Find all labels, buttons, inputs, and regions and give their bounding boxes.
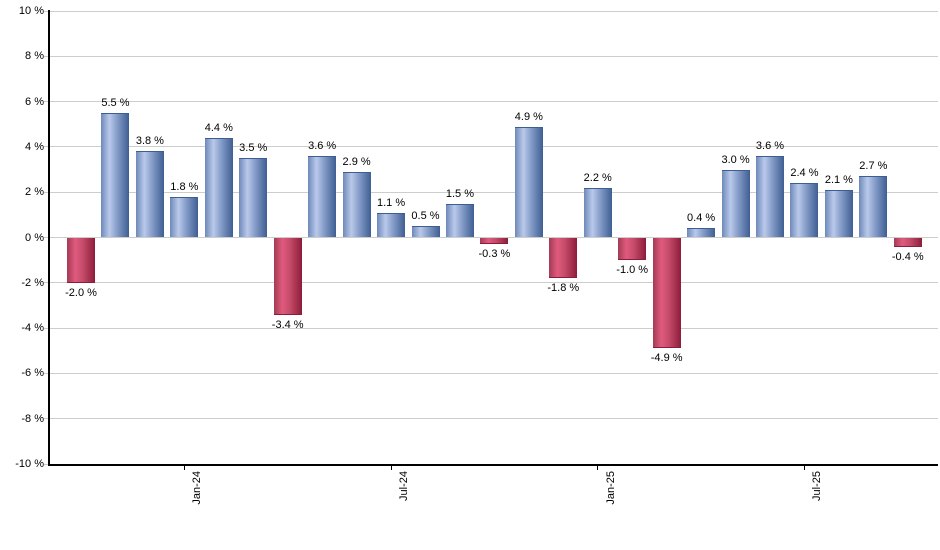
bar-positive bbox=[687, 228, 716, 238]
x-axis-label: Jul-25 bbox=[811, 471, 824, 501]
gridline bbox=[48, 282, 938, 284]
bar-positive bbox=[135, 151, 164, 238]
bar-positive bbox=[445, 203, 474, 238]
bar-value-label: 3.8 % bbox=[135, 135, 164, 148]
bar-value-label: 0.5 % bbox=[411, 210, 440, 223]
bar-value-label: 3.0 % bbox=[721, 153, 750, 166]
y-axis-tick bbox=[44, 237, 48, 238]
y-axis-label: 6 % bbox=[25, 95, 44, 108]
x-axis-tick bbox=[597, 464, 599, 470]
bar-value-label: 3.6 % bbox=[308, 139, 337, 152]
y-axis-tick bbox=[44, 372, 48, 374]
bar-value-label: -0.4 % bbox=[891, 250, 924, 263]
bar-value-label: 0.4 % bbox=[687, 212, 716, 225]
bar-positive bbox=[170, 196, 199, 238]
x-axis-tick bbox=[803, 464, 805, 470]
bar-value-label: -4.9 % bbox=[650, 352, 683, 365]
bar-value-label: 2.7 % bbox=[859, 160, 888, 173]
y-axis-label: -10 % bbox=[15, 458, 44, 470]
y-axis-tick bbox=[44, 282, 48, 284]
bar-positive bbox=[342, 171, 371, 238]
gridline bbox=[48, 418, 938, 420]
y-axis-label: -2 % bbox=[21, 276, 44, 289]
bar-negative bbox=[549, 237, 578, 279]
gridline bbox=[48, 372, 938, 374]
x-axis bbox=[48, 464, 938, 466]
bar-positive bbox=[790, 183, 819, 238]
bar-positive bbox=[859, 176, 888, 238]
gridline bbox=[48, 191, 938, 193]
gridline bbox=[48, 55, 938, 57]
bar-negative bbox=[893, 237, 922, 247]
x-axis-label: Jul-24 bbox=[398, 471, 411, 501]
y-axis-label: 4 % bbox=[25, 140, 44, 153]
bar-positive bbox=[308, 155, 337, 238]
bar-value-label: 1.1 % bbox=[376, 196, 406, 209]
y-axis-label: -8 % bbox=[21, 412, 44, 425]
bar-value-label: 2.9 % bbox=[342, 155, 371, 168]
y-axis-tick bbox=[44, 10, 48, 12]
bar-value-label: 3.6 % bbox=[755, 139, 785, 152]
bar-value-label: 4.9 % bbox=[514, 110, 543, 123]
y-axis-label: 2 % bbox=[25, 186, 44, 199]
bar-negative bbox=[652, 237, 681, 349]
bar-value-label: 1.8 % bbox=[170, 180, 199, 193]
bar-value-label: 3.5 % bbox=[239, 142, 268, 155]
y-axis-label: 0 % bbox=[25, 231, 44, 244]
gridline bbox=[48, 327, 938, 329]
bar-value-label: 2.1 % bbox=[824, 173, 853, 186]
y-axis bbox=[48, 10, 50, 466]
gridline bbox=[48, 10, 938, 12]
y-axis-tick bbox=[44, 418, 48, 420]
x-axis-label: Jan-24 bbox=[191, 471, 204, 505]
gridline bbox=[48, 146, 938, 148]
gridline bbox=[48, 101, 938, 103]
bar-positive bbox=[583, 187, 612, 238]
y-axis-tick bbox=[44, 146, 48, 148]
bar-value-label: -3.4 % bbox=[271, 318, 304, 331]
y-axis-tick bbox=[44, 191, 48, 193]
bar-positive bbox=[239, 158, 268, 238]
x-axis-label: Jan-25 bbox=[604, 471, 617, 505]
x-axis-tick bbox=[183, 464, 185, 470]
bar-value-label: -1.0 % bbox=[616, 264, 649, 277]
y-axis-tick bbox=[44, 327, 48, 329]
bar-positive bbox=[824, 189, 853, 238]
bar-value-label: 5.5 % bbox=[101, 96, 130, 109]
bar-positive bbox=[756, 155, 784, 238]
bar-negative bbox=[273, 237, 302, 315]
y-axis-tick bbox=[44, 55, 48, 57]
bar-positive bbox=[721, 169, 750, 238]
bar-value-label: 4.4 % bbox=[204, 121, 233, 134]
bar-value-label: -0.3 % bbox=[478, 248, 511, 261]
bar-positive bbox=[411, 226, 440, 238]
y-axis-tick bbox=[44, 463, 48, 465]
bar-negative bbox=[480, 237, 509, 245]
bar-value-label: 1.5 % bbox=[445, 187, 475, 200]
bar-negative bbox=[618, 237, 647, 261]
bar-positive bbox=[204, 137, 233, 238]
bar-value-label: 2.4 % bbox=[790, 167, 819, 180]
x-axis-tick bbox=[390, 464, 392, 470]
bar-value-label: 2.2 % bbox=[583, 171, 612, 184]
bar-positive bbox=[101, 112, 130, 238]
bar-value-label: -1.8 % bbox=[547, 282, 580, 295]
bar-positive bbox=[377, 212, 406, 238]
y-axis-tick bbox=[44, 101, 48, 103]
y-axis-label: 10 % bbox=[18, 5, 44, 17]
bar-value-label: -2.0 % bbox=[65, 286, 97, 299]
y-axis-label: -4 % bbox=[21, 322, 44, 335]
y-axis-label: 8 % bbox=[25, 50, 44, 63]
bar-negative bbox=[67, 237, 95, 283]
bar-positive bbox=[514, 126, 543, 238]
y-axis-label: -6 % bbox=[21, 367, 44, 380]
